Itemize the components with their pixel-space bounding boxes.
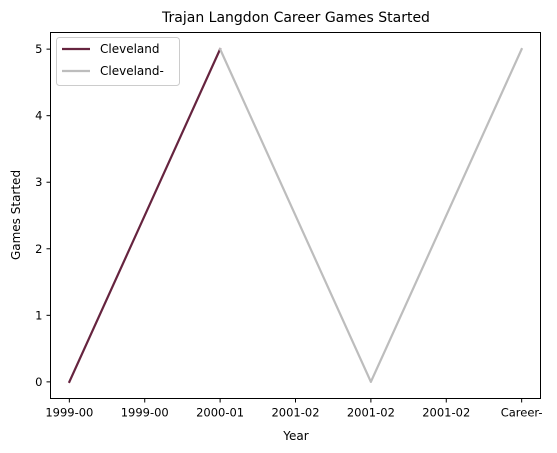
y-tick-label: 3 xyxy=(35,175,42,189)
x-axis-label: Year xyxy=(282,429,308,443)
y-tick-label: 2 xyxy=(35,242,42,256)
plot-lines xyxy=(67,47,524,384)
x-tick-label: 1999-00 xyxy=(45,406,93,420)
y-tick-label: 4 xyxy=(35,109,42,123)
x-tick-label: Career- xyxy=(501,406,543,420)
y-tick-label: 5 xyxy=(35,42,42,56)
y-tick-label: 0 xyxy=(35,375,42,389)
x-tick-label: 2001-02 xyxy=(347,406,395,420)
chart-title: Trajan Langdon Career Games Started xyxy=(161,10,430,26)
legend-label-2: Cleveland- xyxy=(100,64,164,78)
series-line-1 xyxy=(67,47,222,384)
x-axis-ticks: 1999-00 1999-00 2000-01 2001-02 2001-02 2001-… xyxy=(45,398,543,420)
x-tick-label: 1999-00 xyxy=(121,406,169,420)
x-tick-label: 2000-01 xyxy=(196,406,244,420)
legend-label-1: Cleveland xyxy=(100,42,160,56)
y-axis-label: Games Started xyxy=(9,170,23,260)
y-tick-label: 1 xyxy=(35,308,42,322)
series-line-2 xyxy=(218,47,524,383)
x-tick-label: 2001-02 xyxy=(422,406,470,420)
legend: Cleveland Cleveland- xyxy=(56,37,180,86)
y-axis-ticks: 0 1 2 3 4 5 xyxy=(35,42,51,389)
x-tick-label: 2001-02 xyxy=(271,406,319,420)
